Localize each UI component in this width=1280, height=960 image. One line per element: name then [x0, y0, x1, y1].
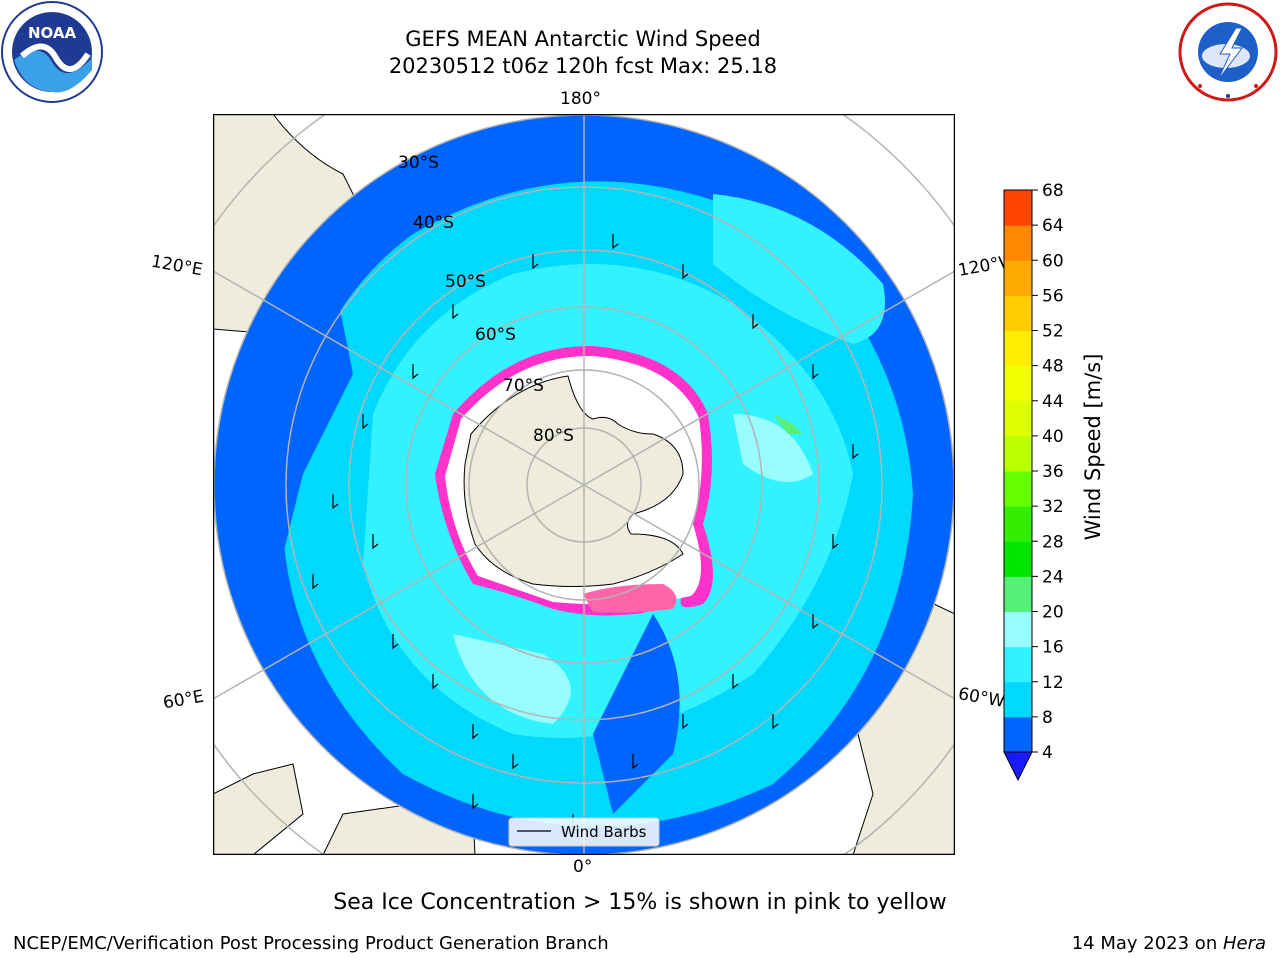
colorbar-tick-label: 32	[1042, 497, 1064, 517]
lat-label-40s: 40°S	[413, 213, 454, 233]
colorbar-tick-label: 40	[1042, 427, 1064, 447]
colorbar-tick-label: 24	[1042, 567, 1064, 587]
footer-date: 14 May 2023 on Hera	[1072, 933, 1266, 954]
colorbar-bin	[1004, 225, 1032, 261]
footer-host: Hera	[1222, 933, 1266, 954]
colorbar-tick-label: 12	[1042, 673, 1064, 693]
caption: Sea Ice Concentration > 15% is shown in …	[333, 890, 947, 915]
lat-label-50s: 50°S	[445, 272, 486, 292]
colorbar-bin	[1004, 295, 1032, 331]
colorbar-bin	[1004, 260, 1032, 296]
colorbar-bin	[1004, 541, 1032, 577]
colorbar-tick-label: 28	[1042, 532, 1064, 552]
colorbar-tick-label: 20	[1042, 603, 1064, 623]
colorbar-tick-label: 44	[1042, 392, 1064, 412]
colorbar-tick-label: 52	[1042, 322, 1064, 342]
noaa-logo: NOAA	[1, 1, 103, 103]
colorbar-bin	[1004, 400, 1032, 437]
colorbar-tick-label: 64	[1042, 216, 1064, 236]
colorbar-tick-label: 60	[1042, 251, 1064, 271]
wind-barbs	[312, 234, 859, 830]
noaa-logo-text: NOAA	[28, 24, 77, 42]
lat-label-70s: 70°S	[503, 376, 544, 396]
colorbar-label: Wind Speed [m/s]	[1081, 354, 1105, 541]
lon-label-left-upper: 120°E	[149, 251, 205, 281]
footer-date-text: 14 May 2023 on	[1071, 933, 1223, 954]
colorbar-bin	[1004, 611, 1032, 648]
lat-label-60s: 60°S	[475, 325, 516, 345]
map-panel: 30°S 40°S 50°S 60°S 70°S 80°S Wind Barbs	[213, 114, 955, 855]
nws-logo	[1178, 2, 1278, 102]
colorbar-extend-arrow	[1003, 751, 1033, 782]
footer-credit: NCEP/EMC/Verification Post Processing Pr…	[13, 933, 609, 954]
chart-subtitle: 20230512 t06z 120h fcst Max: 25.18	[388, 54, 778, 78]
colorbar-tick-label: 16	[1042, 638, 1064, 658]
wind-barbs-legend: Wind Barbs	[508, 817, 660, 847]
colorbar-tick-label: 56	[1042, 286, 1064, 306]
lat-label-30s: 30°S	[398, 153, 439, 173]
colorbar-bin	[1004, 435, 1032, 472]
lon-label-bottom: 0°	[573, 857, 593, 877]
colorbar-bin	[1004, 365, 1032, 402]
colorbar-tick-label: 68	[1042, 181, 1064, 201]
colorbar-bin	[1004, 471, 1032, 507]
colorbar-bin	[1004, 646, 1032, 683]
colorbar-bin	[1004, 716, 1032, 753]
lon-label-top: 180°	[560, 89, 601, 109]
colorbar-bin	[1004, 576, 1032, 612]
colorbar-tick-label: 48	[1042, 357, 1064, 377]
colorbar-tick-label: 8	[1042, 708, 1053, 728]
colorbar-tick-label: 36	[1042, 462, 1064, 482]
colorbar-bin	[1004, 190, 1032, 226]
legend-label: Wind Barbs	[561, 823, 647, 841]
colorbar-bin	[1004, 330, 1032, 367]
lat-label-80s: 80°S	[533, 426, 574, 446]
colorbar-tick-label: 4	[1042, 743, 1053, 763]
colorbar-bin	[1004, 506, 1032, 542]
colorbar-bin	[1004, 681, 1032, 718]
lon-label-left-lower: 60°E	[161, 686, 206, 714]
chart-title: GEFS MEAN Antarctic Wind Speed	[405, 27, 761, 51]
